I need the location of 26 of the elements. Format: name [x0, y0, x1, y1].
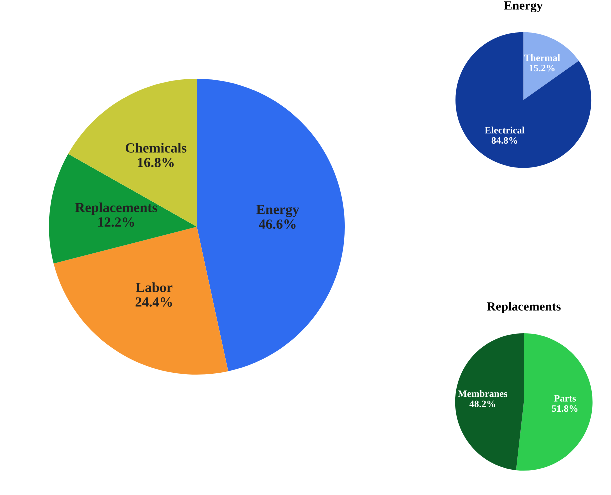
slice-label: Thermal — [524, 54, 560, 62]
data-label: 12.2% — [98, 218, 134, 228]
pie-slice — [456, 32, 592, 168]
pie-slice — [455, 333, 524, 470]
data-label: 48.2% — [470, 400, 496, 408]
slice-label: Chemicals — [126, 143, 187, 153]
data-label: 46.6% — [259, 220, 296, 230]
pie-slice — [49, 154, 198, 264]
slice-label: Labor — [136, 282, 173, 292]
pie-slice — [68, 79, 198, 227]
slice-label: Electrical — [485, 126, 525, 134]
chart-title: Energy — [504, 2, 543, 13]
data-label: 51.8% — [552, 405, 578, 412]
slice-label: Parts — [554, 395, 576, 402]
pie-slice — [54, 226, 228, 375]
data-label: 16.8% — [138, 158, 174, 168]
pie-slice — [524, 32, 580, 100]
slice-label: Energy — [256, 205, 300, 218]
pie-slice — [197, 79, 345, 372]
pie-slice — [516, 333, 593, 471]
data-label: 84.8% — [492, 137, 518, 144]
slice-label: Replacements — [75, 202, 158, 216]
slice-label: Membranes — [458, 390, 508, 398]
data-label: 15.2% — [530, 65, 555, 72]
data-label: 24.4% — [136, 298, 172, 307]
chart-title: Replacements — [487, 302, 561, 314]
